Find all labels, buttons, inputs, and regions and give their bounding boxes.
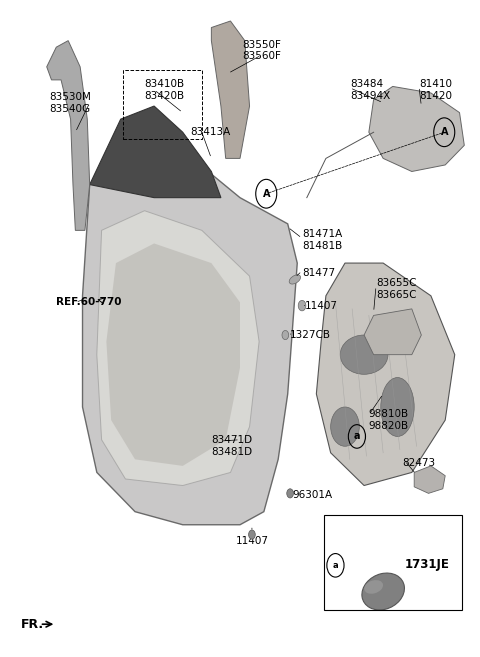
Polygon shape	[414, 466, 445, 493]
Text: 83471D
83481D: 83471D 83481D	[211, 436, 252, 457]
Text: 81477: 81477	[302, 268, 335, 278]
Text: A: A	[263, 189, 270, 198]
Polygon shape	[83, 145, 297, 525]
Text: a: a	[333, 561, 338, 570]
Ellipse shape	[340, 335, 388, 374]
Circle shape	[287, 489, 293, 498]
Text: 82473: 82473	[402, 458, 435, 468]
Text: 83410B
83420B: 83410B 83420B	[144, 79, 185, 101]
Polygon shape	[97, 211, 259, 486]
Text: 98810B
98820B: 98810B 98820B	[369, 409, 409, 431]
Text: 83655C
83665C: 83655C 83665C	[376, 279, 417, 300]
Ellipse shape	[289, 275, 300, 284]
Polygon shape	[369, 87, 464, 171]
Text: a: a	[354, 432, 360, 442]
Text: 1327CB: 1327CB	[290, 330, 331, 340]
Text: 81471A
81481B: 81471A 81481B	[302, 229, 342, 251]
Polygon shape	[316, 263, 455, 486]
Circle shape	[282, 330, 288, 340]
Text: 83530M
83540G: 83530M 83540G	[49, 92, 91, 114]
Text: 96301A: 96301A	[292, 490, 333, 501]
Polygon shape	[47, 41, 90, 231]
Ellipse shape	[381, 378, 414, 436]
Text: FR.: FR.	[21, 618, 44, 631]
Text: 1731JE: 1731JE	[405, 558, 449, 570]
Text: 11407: 11407	[304, 301, 337, 311]
Ellipse shape	[364, 580, 383, 594]
Text: 11407: 11407	[235, 536, 268, 546]
Circle shape	[298, 300, 306, 311]
Text: A: A	[441, 127, 448, 137]
Text: 83484
83494X: 83484 83494X	[350, 79, 390, 101]
Text: REF.60-770: REF.60-770	[56, 298, 122, 307]
Circle shape	[249, 530, 255, 539]
Text: 83550F
83560F: 83550F 83560F	[242, 39, 281, 61]
Text: 81410
81420: 81410 81420	[419, 79, 452, 101]
Polygon shape	[211, 21, 250, 158]
Polygon shape	[107, 244, 240, 466]
Ellipse shape	[362, 573, 405, 610]
Polygon shape	[90, 106, 221, 198]
Text: 83413A: 83413A	[190, 127, 230, 137]
Polygon shape	[364, 309, 421, 355]
Circle shape	[331, 407, 360, 446]
